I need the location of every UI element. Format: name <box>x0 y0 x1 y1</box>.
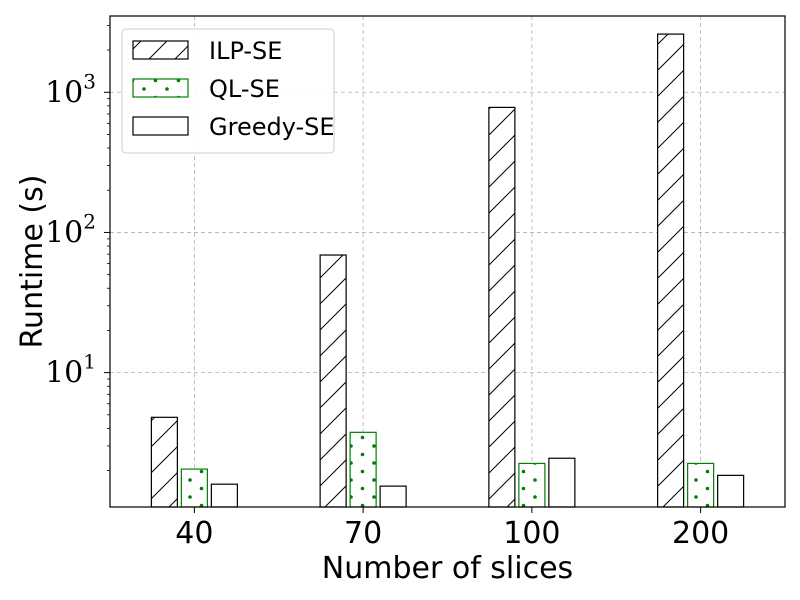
legend-swatch <box>132 78 189 98</box>
y-tick-exponent: 2 <box>83 209 96 233</box>
bar-greedy-se <box>548 457 576 508</box>
y-tick-label: 102 <box>45 209 96 250</box>
bar-ilp-se <box>488 106 516 508</box>
bar-ql-se <box>518 462 546 508</box>
legend: ILP-SE QL-SE Greedy-SE <box>121 28 335 154</box>
bar-ilp-se <box>150 416 178 508</box>
y-tick-label: 101 <box>45 350 96 391</box>
y-tick-exponent: 3 <box>83 69 96 93</box>
bar-ilp-se <box>657 33 685 508</box>
x-tick-label: 40 <box>175 516 213 551</box>
bars <box>150 33 745 508</box>
bar-ql-se <box>180 468 208 508</box>
y-tick-exponent: 1 <box>83 350 96 374</box>
bar-ilp-se <box>319 254 347 508</box>
bar-ql-se <box>687 462 715 508</box>
bar-greedy-se <box>717 474 745 508</box>
y-tick-label: 103 <box>45 69 96 110</box>
axes-frame <box>109 15 786 508</box>
legend-label: Greedy-SE <box>209 113 335 141</box>
legend-swatch <box>132 40 189 60</box>
legend-label: QL-SE <box>209 75 280 103</box>
legend-swatch <box>132 116 189 136</box>
x-tick-label: 200 <box>672 516 729 551</box>
y-tick-base: 10 <box>45 215 83 250</box>
x-axis-label: Number of slices <box>322 551 573 586</box>
legend-label: ILP-SE <box>209 37 282 65</box>
y-axis-label: Runtime (s) <box>15 175 50 349</box>
bar-greedy-se <box>210 483 238 508</box>
bar-ql-se <box>349 431 377 508</box>
bar-greedy-se <box>379 485 407 508</box>
y-tick-base: 10 <box>45 75 83 110</box>
x-tick-label: 70 <box>344 516 382 551</box>
y-tick-base: 10 <box>45 356 83 391</box>
x-tick-label: 100 <box>503 516 560 551</box>
